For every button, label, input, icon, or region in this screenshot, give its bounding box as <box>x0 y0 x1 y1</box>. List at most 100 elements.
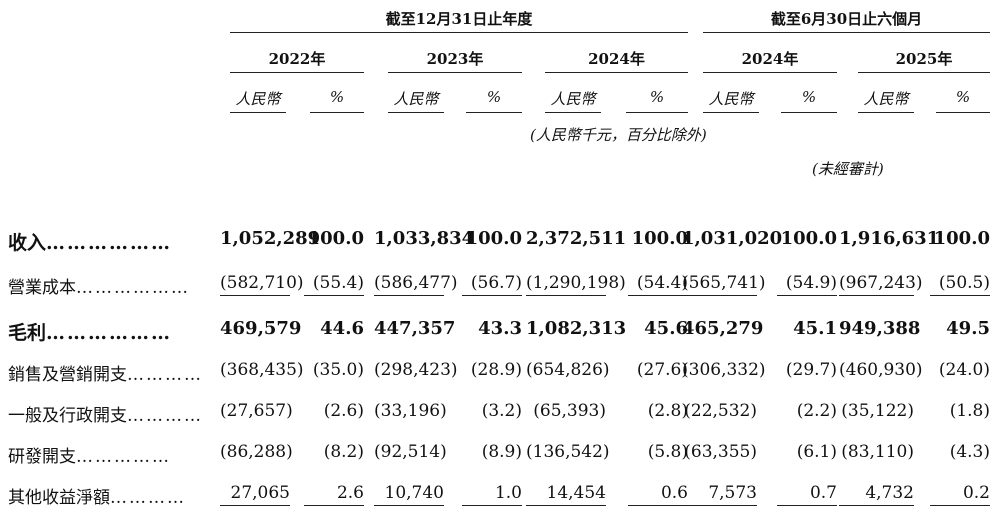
cell-value: 7,573 <box>682 483 757 506</box>
cell-value: (50.5) <box>930 273 990 296</box>
row-label-gross-profit: 毛利……………… <box>8 322 173 344</box>
currency-subheader: 人民幣 <box>235 90 281 108</box>
table-cell: (654,826) <box>526 360 610 380</box>
table-cell: 14,454 <box>526 483 606 506</box>
table-cell: 100.0 <box>465 228 522 249</box>
year-header-2023: 2023年 <box>426 50 484 68</box>
year-header-2025-h1: 2025年 <box>895 50 953 68</box>
table-cell: 465,279 <box>682 318 764 339</box>
row-label-admin-expenses: 一般及行政開支………… <box>8 406 203 426</box>
cell-value: 0.7 <box>777 483 837 506</box>
table-cell: (35.0) <box>312 360 364 380</box>
table-cell: 100.0 <box>631 228 688 249</box>
cell-value: (56.7) <box>462 273 522 296</box>
table-cell: 10,740 <box>374 483 444 506</box>
subheader-rule <box>626 112 688 113</box>
table-cell: 0.2 <box>930 483 990 506</box>
cell-value: (586,477) <box>374 273 458 296</box>
table-cell: 44.6 <box>320 318 364 339</box>
percent-subheader: % <box>329 88 345 106</box>
year-rule <box>545 72 688 73</box>
table-cell: (54.4) <box>628 273 688 296</box>
table-cell: 49.5 <box>946 318 990 339</box>
table-cell: (27.6) <box>636 360 688 380</box>
table-cell: (1,290,198) <box>526 273 626 296</box>
subheader-rule <box>781 112 837 113</box>
table-cell: (565,741) <box>682 273 766 296</box>
subheader-rule <box>703 112 759 113</box>
table-cell: (50.5) <box>930 273 990 296</box>
table-cell: 7,573 <box>682 483 757 506</box>
table-cell: 2,372,511 <box>526 228 627 249</box>
percent-subheader: % <box>955 88 971 106</box>
table-cell: 100.0 <box>307 228 364 249</box>
table-cell: (5.8) <box>647 442 688 462</box>
table-cell: 45.6 <box>644 318 688 339</box>
table-cell: (4.3) <box>949 442 990 462</box>
unit-note: (人民幣千元，百分比除外) <box>530 126 707 144</box>
subheader-rule <box>310 112 364 113</box>
header-group-rule <box>703 32 990 33</box>
row-label-selling-expenses: 銷售及營銷開支………… <box>8 365 203 385</box>
cell-value: (565,741) <box>682 273 766 296</box>
cell-value: 14,454 <box>526 483 606 506</box>
table-cell: (2.6) <box>323 401 364 421</box>
table-cell: (2.2) <box>796 401 837 421</box>
table-cell: (460,930) <box>839 360 923 380</box>
table-cell: (8.2) <box>323 442 364 462</box>
year-rule <box>858 72 990 73</box>
table-cell: (6.1) <box>796 442 837 462</box>
table-cell: (29.7) <box>785 360 837 380</box>
cell-value: (55.4) <box>304 273 364 296</box>
cell-value: 4,732 <box>839 483 914 506</box>
table-cell: 43.3 <box>478 318 522 339</box>
table-cell: (22,532) <box>684 401 757 421</box>
table-cell: (368,435) <box>220 360 304 380</box>
row-label-cost-of-revenue: 營業成本……………… <box>8 278 190 298</box>
table-cell: (83,110) <box>841 442 914 462</box>
header-group-fiscal-year: 截至12月31日止年度 <box>385 10 533 28</box>
table-cell: (8.9) <box>481 442 522 462</box>
row-label-other-gains: 其他收益淨額………… <box>8 488 186 508</box>
table-cell: 1.0 <box>462 483 522 506</box>
table-cell: (65,393) <box>533 401 606 421</box>
year-rule <box>388 72 522 73</box>
table-cell: 4,732 <box>839 483 914 506</box>
subheader-rule <box>388 112 444 113</box>
cell-value: (1,290,198) <box>526 273 626 296</box>
table-cell: 447,357 <box>374 318 456 339</box>
cell-value: (967,243) <box>839 273 923 296</box>
year-rule <box>230 72 364 73</box>
table-cell: (967,243) <box>839 273 923 296</box>
cell-value: (582,710) <box>220 273 304 296</box>
table-cell: (24.0) <box>938 360 990 380</box>
table-cell: (27,657) <box>220 401 293 421</box>
table-cell: (28.9) <box>470 360 522 380</box>
percent-subheader: % <box>801 88 817 106</box>
header-group-six-months: 截至6月30日止六個月 <box>770 10 923 28</box>
table-cell: 100.0 <box>933 228 990 249</box>
table-cell: (54.9) <box>777 273 837 296</box>
percent-subheader: % <box>486 88 502 106</box>
row-label-revenue: 收入……………… <box>8 232 173 254</box>
cell-value: (54.4) <box>628 273 688 296</box>
cell-value: 27,065 <box>220 483 290 506</box>
unaudited-note: (未經審計) <box>812 160 884 178</box>
year-header-2024-h1: 2024年 <box>741 50 799 68</box>
table-cell: (3.2) <box>481 401 522 421</box>
percent-subheader: % <box>649 88 665 106</box>
table-cell: 100.0 <box>780 228 837 249</box>
subheader-rule <box>466 112 522 113</box>
table-cell: (136,542) <box>526 442 610 462</box>
table-cell: 949,388 <box>839 318 921 339</box>
table-cell: (33,196) <box>374 401 447 421</box>
currency-subheader: 人民幣 <box>393 90 439 108</box>
table-cell: 1,031,020 <box>682 228 783 249</box>
table-cell: 469,579 <box>220 318 302 339</box>
cell-value: 0.2 <box>930 483 990 506</box>
cell-value: 1.0 <box>462 483 522 506</box>
row-label-rnd-expenses: 研發開支…………… <box>8 447 171 467</box>
cell-value: 0.6 <box>628 483 688 506</box>
table-cell: (1.8) <box>949 401 990 421</box>
cell-value: 2.6 <box>304 483 364 506</box>
